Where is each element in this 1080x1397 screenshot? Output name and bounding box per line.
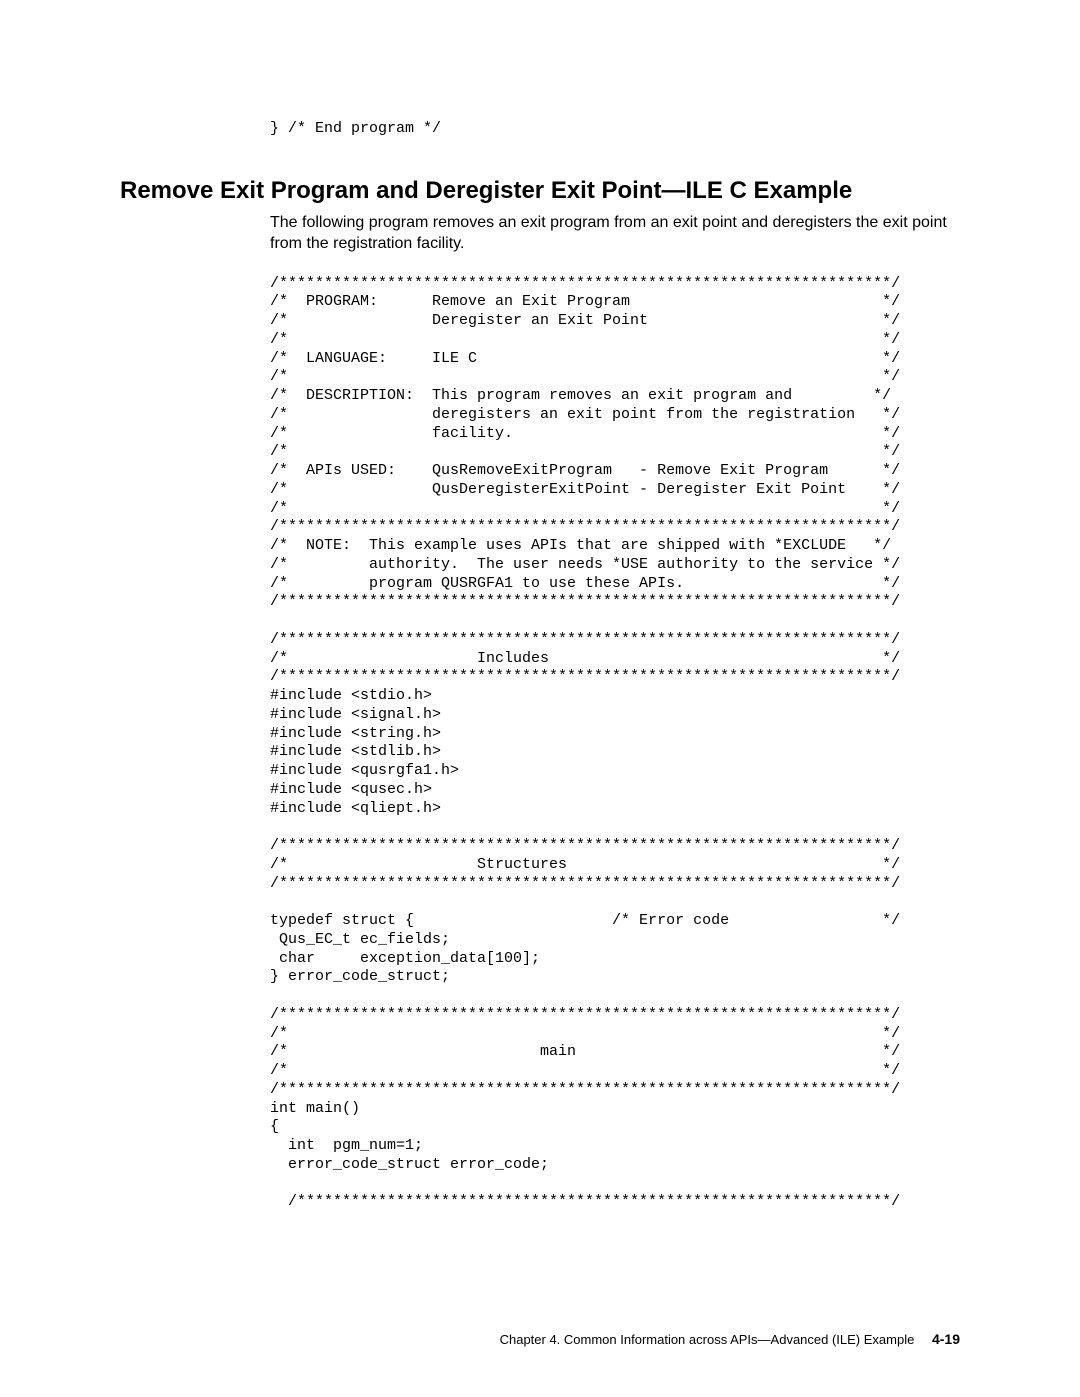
page-footer: Chapter 4. Common Information across API…	[500, 1331, 960, 1347]
footer-chapter-text: Chapter 4. Common Information across API…	[500, 1332, 915, 1347]
code-listing: /***************************************…	[270, 275, 960, 1213]
intro-paragraph: The following program removes an exit pr…	[270, 213, 960, 255]
code-fragment-top: } /* End program */	[270, 120, 960, 137]
footer-page-number: 4-19	[932, 1331, 960, 1347]
section-heading: Remove Exit Program and Deregister Exit …	[120, 177, 960, 205]
page-container: } /* End program */ Remove Exit Program …	[0, 0, 1080, 1397]
